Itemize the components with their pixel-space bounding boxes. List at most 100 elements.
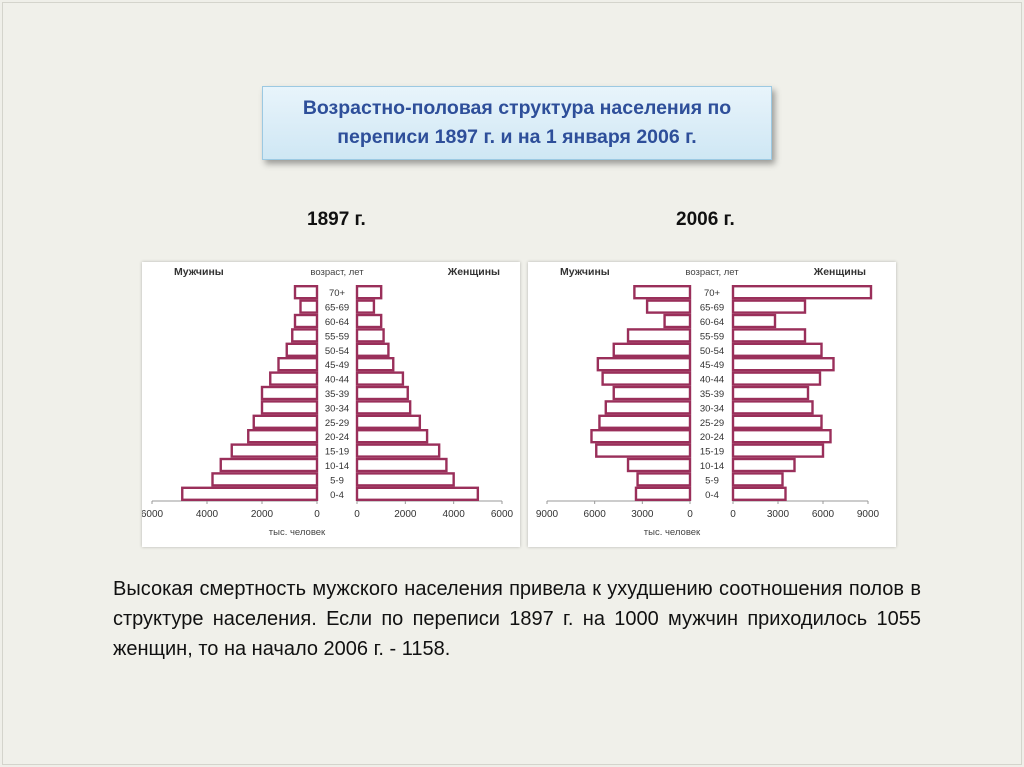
bar-women-45-49 <box>355 356 395 372</box>
age-label-30-34: 30-34 <box>700 403 724 414</box>
pyramid-chart-2006: Мужчины возраст, лет Женщины 0-4 5-9 10-14 15-… <box>528 262 896 547</box>
bar-men-0-4 <box>634 486 692 502</box>
bar-women-25-29 <box>731 414 823 430</box>
age-label-50-54: 50-54 <box>700 346 724 357</box>
tick-label-right: 2000 <box>394 509 417 520</box>
bar-men-55-59 <box>626 328 692 343</box>
age-label-10-14: 10-14 <box>325 461 349 472</box>
bar-men-45-49 <box>277 356 319 372</box>
tick-label-right: 4000 <box>443 509 466 520</box>
bar-women-35-39 <box>355 385 409 401</box>
bar-men-45-49 <box>596 356 692 372</box>
tick-label-left: 4000 <box>196 509 219 520</box>
age-label-30-34: 30-34 <box>325 403 349 414</box>
pyramid-svg: Мужчины возраст, лет Женщины 0-4 5-9 10-14 15-… <box>536 266 880 538</box>
bar-women-45-49 <box>731 356 835 372</box>
pyramid-chart-1897: Мужчины возраст, лет Женщины 0-4 5-9 10-14 15-… <box>141 262 520 547</box>
bar-men-0-4 <box>181 486 319 502</box>
age-label-40-44: 40-44 <box>325 375 349 386</box>
header-men: Мужчины <box>174 266 224 278</box>
age-label-45-49: 45-49 <box>325 360 349 371</box>
age-label-45-49: 45-49 <box>700 360 724 371</box>
bar-women-0-4 <box>731 486 787 502</box>
bar-women-30-34 <box>731 400 814 415</box>
bar-women-40-44 <box>355 371 405 386</box>
age-label-5-9: 5-9 <box>705 475 719 486</box>
bar-women-55-59 <box>731 328 807 343</box>
age-label-0-4: 0-4 <box>705 490 719 501</box>
age-label-20-24: 20-24 <box>700 432 724 443</box>
bar-men-40-44 <box>601 371 692 386</box>
age-label-35-39: 35-39 <box>700 389 724 400</box>
bar-men-60-64 <box>663 313 692 329</box>
age-label-15-19: 15-19 <box>700 447 724 458</box>
title-box: Возрастно-половая структура населения по… <box>262 86 772 160</box>
tick-label-left: 2000 <box>251 509 274 520</box>
bar-women-5-9 <box>731 472 784 487</box>
bar-men-10-14 <box>219 457 319 473</box>
bar-women-30-34 <box>355 400 412 415</box>
bar-men-5-9 <box>636 472 692 487</box>
bar-men-30-34 <box>604 400 692 415</box>
bar-women-5-9 <box>355 472 455 487</box>
year-label-1897: 1897 г. <box>307 209 366 230</box>
bar-men-70+ <box>293 285 319 300</box>
bar-women-15-19 <box>731 443 825 458</box>
bar-women-50-54 <box>355 342 390 358</box>
age-label-0-4: 0-4 <box>330 490 344 501</box>
bar-men-25-29 <box>598 414 692 430</box>
x-axis-label: тыс. человек <box>644 527 701 538</box>
tick-label-left: 0 <box>314 509 320 520</box>
tick-label-right: 0 <box>730 509 736 520</box>
bar-men-55-59 <box>291 328 319 343</box>
bar-women-40-44 <box>731 371 822 386</box>
age-label-55-59: 55-59 <box>700 331 724 342</box>
bar-men-35-39 <box>260 385 319 401</box>
bar-women-20-24 <box>355 428 429 444</box>
bar-women-20-24 <box>731 428 832 444</box>
bar-men-60-64 <box>293 313 319 329</box>
age-label-60-64: 60-64 <box>325 317 349 328</box>
age-label-15-19: 15-19 <box>325 447 349 458</box>
age-label-20-24: 20-24 <box>325 432 349 443</box>
age-label-65-69: 65-69 <box>325 303 349 314</box>
tick-label-left: 9000 <box>536 509 559 520</box>
bar-women-35-39 <box>731 385 810 401</box>
bar-men-30-34 <box>260 400 319 415</box>
bar-women-60-64 <box>731 313 777 329</box>
bar-men-50-54 <box>612 342 692 358</box>
bar-women-70+ <box>355 285 383 300</box>
bar-women-65-69 <box>355 299 376 314</box>
pyramid-svg: Мужчины возраст, лет Женщины 0-4 5-9 10-14 15-… <box>141 266 514 538</box>
age-label-25-29: 25-29 <box>700 418 724 429</box>
header-age: возраст, лет <box>685 267 739 278</box>
tick-label-right: 6000 <box>812 509 835 520</box>
bar-women-65-69 <box>731 299 807 314</box>
bar-men-25-29 <box>252 414 319 430</box>
bar-men-20-24 <box>247 428 319 444</box>
tick-label-left: 0 <box>687 509 693 520</box>
bar-women-15-19 <box>355 443 441 458</box>
bar-men-70+ <box>633 285 692 300</box>
tick-label-left: 6000 <box>142 509 164 520</box>
bar-men-65-69 <box>645 299 692 314</box>
header-age: возраст, лет <box>310 267 364 278</box>
age-label-40-44: 40-44 <box>700 375 724 386</box>
bar-women-10-14 <box>355 457 448 473</box>
age-label-70+: 70+ <box>704 288 721 299</box>
age-label-50-54: 50-54 <box>325 346 349 357</box>
bar-women-25-29 <box>355 414 422 430</box>
age-label-10-14: 10-14 <box>700 461 724 472</box>
body-text: Высокая смертность мужского населения пр… <box>113 578 921 660</box>
bar-women-70+ <box>731 285 873 300</box>
age-label-70+: 70+ <box>329 288 346 299</box>
tick-label-right: 6000 <box>491 509 514 520</box>
slide-title: Возрастно-половая структура населения по… <box>302 97 732 148</box>
age-label-65-69: 65-69 <box>700 303 724 314</box>
bar-men-50-54 <box>285 342 319 358</box>
tick-label-right: 3000 <box>767 509 790 520</box>
bar-women-0-4 <box>355 486 480 502</box>
tick-label-right: 9000 <box>857 509 880 520</box>
bar-men-35-39 <box>612 385 692 401</box>
bar-men-10-14 <box>626 457 692 473</box>
